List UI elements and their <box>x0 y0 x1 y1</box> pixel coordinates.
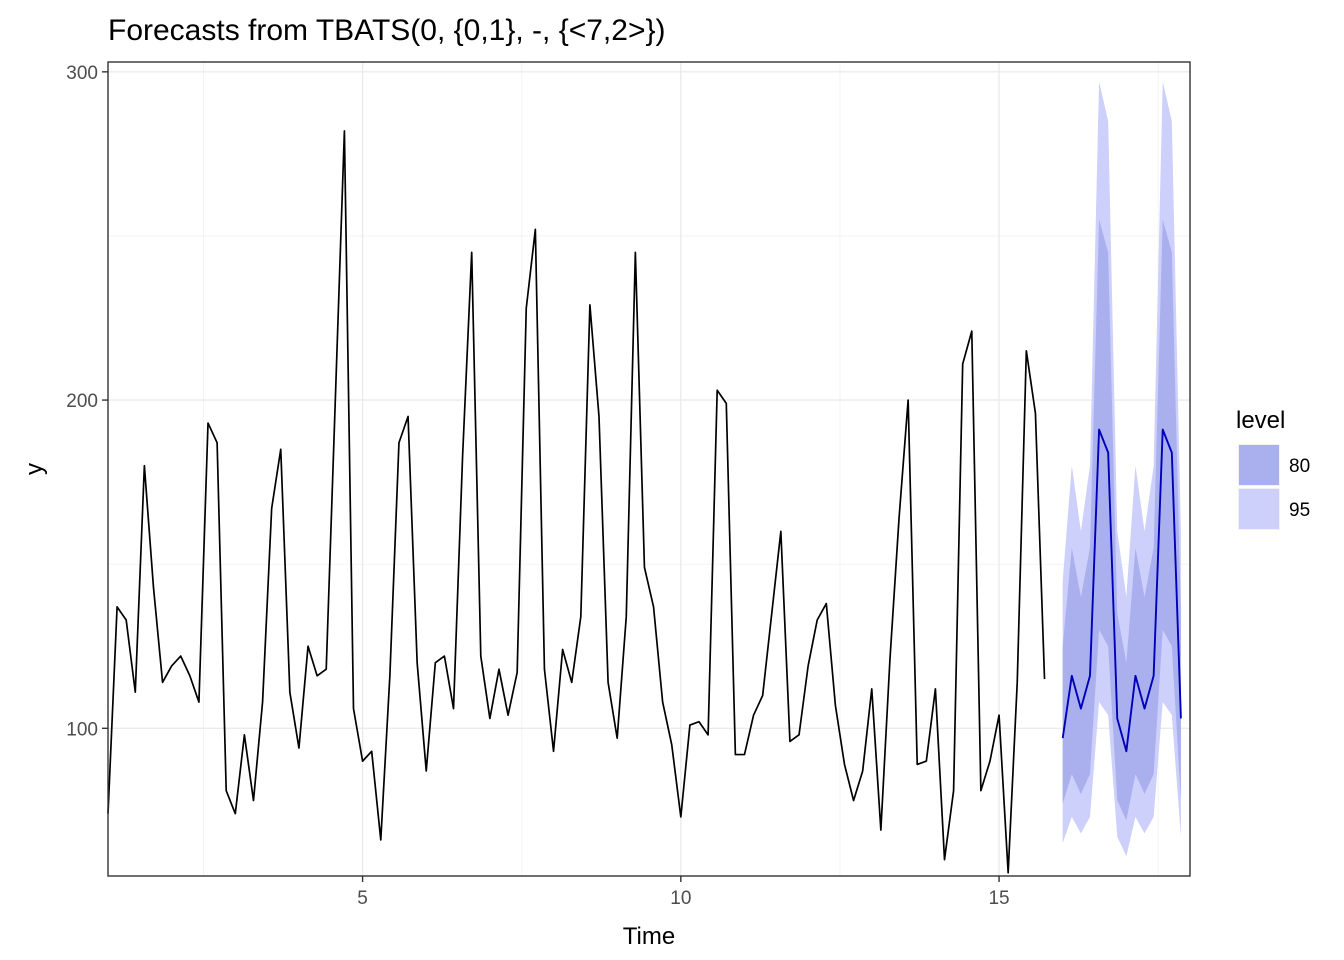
grid <box>108 62 1190 876</box>
x-axis-title: Time <box>623 923 675 950</box>
y-tick-label: 100 <box>66 719 98 740</box>
forecast-intervals <box>1062 81 1181 857</box>
chart-title: Forecasts from TBATS(0, {0,1}, -, {<7,2>… <box>108 14 665 47</box>
legend-swatch-80 <box>1239 445 1279 485</box>
x-tick-label: 15 <box>988 888 1009 909</box>
forecast-line <box>1061 428 1182 753</box>
y-tick-label: 300 <box>66 63 98 84</box>
observed-line <box>107 130 1046 874</box>
legend-label-95: 95 <box>1289 500 1310 521</box>
x-tick-label: 5 <box>357 888 368 909</box>
y-tick-label: 200 <box>66 391 98 412</box>
legend-swatch-95 <box>1239 489 1279 529</box>
legend-title: level <box>1236 407 1285 434</box>
axis-ticks: 5 10 15 100 200 300 <box>66 63 1009 909</box>
series-lines <box>107 130 1182 874</box>
x-tick-label: 10 <box>670 888 691 909</box>
y-axis-title: y <box>21 463 48 475</box>
legend: level 80 95 <box>1236 407 1310 530</box>
band-80 <box>1062 219 1181 821</box>
legend-label-80: 80 <box>1289 456 1310 477</box>
panel-border <box>107 61 1191 877</box>
